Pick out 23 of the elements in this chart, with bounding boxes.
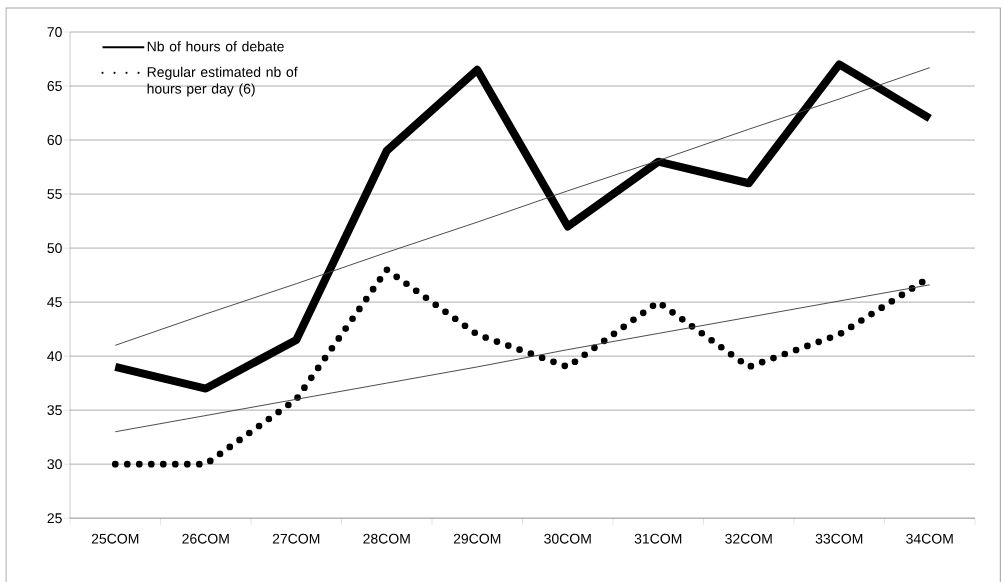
x-tick-label: 30COM xyxy=(544,533,591,544)
x-tick-label: 28COM xyxy=(363,533,410,544)
x-tick-label: 31COM xyxy=(634,533,682,544)
x-tick-label: 34COM xyxy=(906,533,953,544)
legend-label: Nb of hours of debate xyxy=(147,41,284,52)
y-tick-label: 50 xyxy=(47,243,62,253)
y-tick-label: 60 xyxy=(47,135,62,145)
x-tick-label: 27COM xyxy=(272,533,320,544)
x-tick-label: 25COM xyxy=(91,533,139,544)
y-tick-label: 25 xyxy=(47,513,62,524)
y-tick-label: 70 xyxy=(47,26,62,37)
y-tick-label: 40 xyxy=(47,351,62,361)
y-tick-label: 30 xyxy=(47,459,62,470)
y-tick-label: 35 xyxy=(47,405,62,416)
legend-label: Regular estimated nb of hours per day (6) xyxy=(147,66,298,97)
y-tick-label: 55 xyxy=(47,189,62,199)
x-tick-label: 26COM xyxy=(182,533,229,544)
y-tick-label: 45 xyxy=(47,297,62,307)
x-tick-label: 33COM xyxy=(815,533,863,544)
x-tick-label: 32COM xyxy=(725,533,772,544)
x-tick-label: 29COM xyxy=(453,533,501,544)
line-series xyxy=(114,67,931,346)
y-tick-label: 65 xyxy=(47,80,62,91)
